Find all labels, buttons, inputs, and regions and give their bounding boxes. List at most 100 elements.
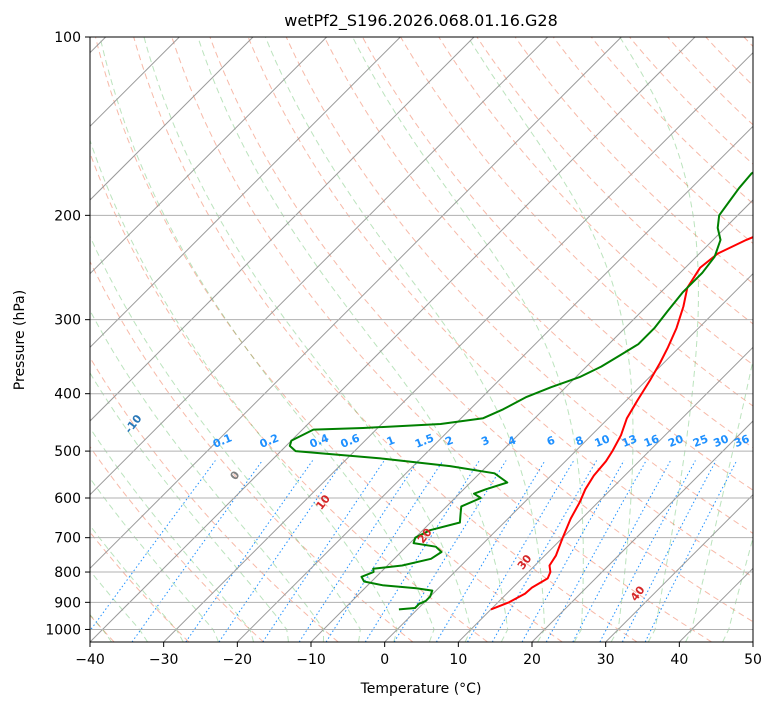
x-tick-label: 40 [670, 652, 688, 668]
mixing-ratio-line [364, 460, 480, 642]
dry-adiabat-label: 40 [628, 583, 648, 603]
dry-adiabat-line [90, 356, 339, 642]
x-axis: −40 −30 −20 −10 0 10 20 30 40 50 [75, 642, 762, 668]
moist-adiabat-line [685, 357, 753, 642]
moist-adiabat-line [619, 37, 699, 642]
moist-adiabat-line [352, 37, 584, 642]
isotherm-line [90, 37, 696, 642]
isotherm-line [90, 37, 328, 275]
mixing-ratio-label: 13 [620, 432, 639, 450]
dry-adiabat-line [323, 37, 753, 491]
x-tick-label: −30 [149, 652, 179, 668]
dry-adiabat-line [95, 37, 563, 642]
mixing-ratio-line [218, 460, 344, 642]
mixing-ratio-label: 25 [691, 432, 710, 450]
dry-adiabat-line [667, 37, 753, 126]
mixing-ratio-line [599, 460, 696, 642]
mixing-ratio-label: 0.4 [308, 431, 331, 450]
y-tick-label: 300 [54, 313, 81, 329]
dry-adiabat-line [476, 37, 753, 325]
grid-lines [90, 37, 753, 642]
mixing-ratio-line [521, 460, 625, 642]
x-tick-label: −10 [296, 652, 326, 668]
x-tick-label: 10 [449, 652, 467, 668]
x-tick-label: −20 [223, 652, 253, 668]
mixing-ratio-line [185, 460, 314, 642]
moist-adiabat-line [90, 427, 255, 642]
mixing-ratio-label: 2 [443, 434, 455, 449]
mixing-ratio-label: 1 [385, 434, 397, 449]
isotherm-line [90, 37, 254, 201]
mixing-ratio-label: 36 [732, 432, 751, 450]
mixing-ratio-line [298, 460, 419, 642]
mixing-ratio-label: 1.5 [413, 431, 436, 450]
mixing-ratio-line [90, 460, 216, 632]
mixing-ratio-label: 0.2 [258, 431, 281, 450]
isotherm-line [90, 37, 549, 496]
dry-adiabat-line [629, 37, 753, 165]
sounding-line-1 [288, 171, 753, 611]
mixing-ratio-label: 3 [479, 434, 491, 449]
mixing-ratio-line [545, 460, 647, 642]
x-tick-label: 0 [380, 652, 389, 668]
moist-adiabat-line [197, 37, 509, 642]
y-tick-label: 500 [54, 444, 81, 460]
moist-adiabat-line [264, 37, 546, 642]
mixing-ratio-line [491, 460, 598, 642]
sounding-series [288, 171, 753, 611]
isotherm-line [90, 37, 401, 349]
mixing-ratio-label: 0.1 [211, 431, 234, 450]
mixing-ratio-label: 8 [573, 434, 585, 449]
mixing-ratio-label: 10 [593, 432, 612, 450]
plot-frame [89, 36, 754, 643]
isotherm-line [90, 37, 622, 570]
mixing-ratio-label: 6 [545, 434, 557, 449]
y-tick-label: 600 [54, 491, 81, 507]
guide-lines [90, 37, 753, 642]
dry-adiabat-line [90, 445, 264, 642]
moist-adiabat-line [90, 235, 361, 642]
mixing-ratio-line [435, 460, 546, 642]
dry-adiabat-line [133, 37, 638, 642]
y-tick-label: 1000 [45, 622, 81, 638]
isotherm-line [457, 346, 753, 642]
mixing-ratio-line [572, 460, 672, 642]
mixing-ratio-line [325, 460, 444, 642]
y-axis-label: Pressure (hPa) [12, 290, 28, 390]
chart-title: wetPf2_S196.2026.068.01.16.G28 [284, 11, 558, 31]
dry-adiabat-line [552, 37, 753, 245]
moist-adiabat-line [99, 37, 435, 642]
y-tick-label: 900 [54, 595, 81, 611]
x-axis-label: Temperature (°C) [360, 681, 482, 697]
isotherm-line [90, 37, 475, 422]
y-tick-label: 100 [54, 30, 81, 46]
dry-adiabat-line [400, 37, 753, 407]
mixing-ratio-line [467, 460, 575, 642]
mixing-ratio-label: 30 [712, 432, 731, 450]
x-tick-label: 30 [597, 652, 615, 668]
isotherm-line [605, 493, 753, 642]
x-tick-label: 20 [523, 652, 541, 668]
dry-adiabat-line [247, 37, 753, 578]
dry-adiabat-line [90, 531, 190, 642]
dry-adiabat-line [438, 37, 753, 366]
mixing-ratio-line [131, 460, 263, 642]
dry-adiabat-line [209, 37, 753, 623]
mixing-ratio-label: 4 [506, 433, 518, 448]
dry-adiabat-line [90, 260, 414, 642]
y-tick-label: 400 [54, 387, 81, 403]
mixing-ratio-line [262, 460, 385, 642]
y-tick-label: 200 [54, 208, 81, 224]
isotherm-line [678, 567, 753, 642]
isotherm-line [752, 641, 753, 642]
mixing-ratio-label: 20 [666, 432, 685, 450]
isotherm-line [531, 420, 753, 642]
isotherm-line [310, 199, 753, 642]
x-tick-label: −40 [75, 652, 105, 668]
moist-adiabat-line [90, 371, 289, 642]
dry-adiabat-line [514, 37, 753, 285]
x-tick-label: 50 [744, 652, 762, 668]
mixing-ratio-label: 16 [642, 432, 661, 450]
moist-adiabat-line [467, 37, 634, 642]
